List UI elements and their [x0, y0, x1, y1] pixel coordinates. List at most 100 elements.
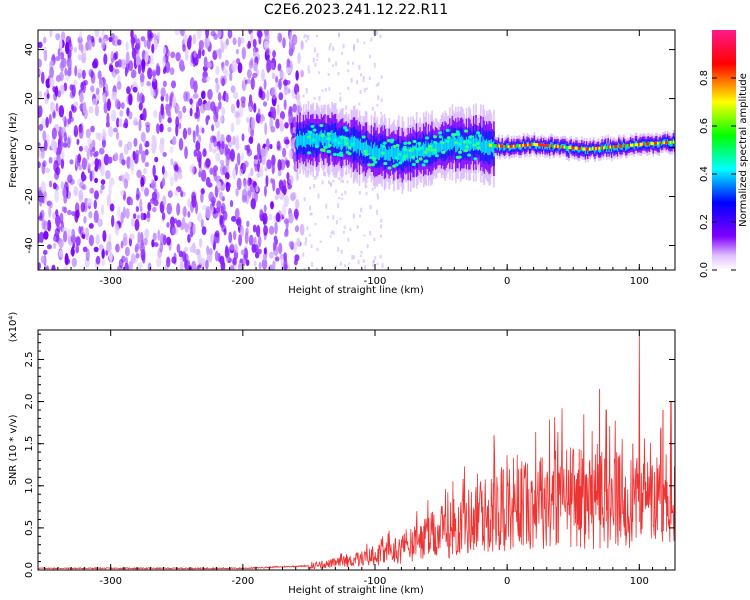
spectral-cell: [76, 154, 81, 167]
spectral-cell: [616, 147, 619, 152]
spectral-peak: [311, 138, 316, 142]
spectral-cell: [362, 77, 365, 83]
spectral-cell: [45, 116, 49, 128]
spectral-cell: [249, 179, 256, 193]
spectral-peak: [617, 144, 620, 148]
spectral-cell: [393, 148, 395, 163]
spectral-cell: [218, 101, 222, 110]
spectral-cell: [313, 183, 316, 189]
spectral-cell: [437, 142, 439, 153]
spectral-cell: [202, 148, 207, 158]
spectral-cell: [288, 149, 293, 159]
spectral-cell: [67, 118, 72, 125]
spectral-cell: [138, 143, 143, 155]
spectral-cell: [196, 30, 202, 40]
spectral-cell: [179, 63, 186, 72]
spectral-cell: [40, 181, 46, 194]
spectral-peak: [642, 142, 645, 146]
spectral-cell: [254, 244, 259, 254]
spectral-peak: [569, 146, 572, 150]
page-title: C2E6.2023.241.12.22.R11: [263, 2, 449, 18]
spectral-cell: [220, 202, 226, 215]
spectral-peak: [507, 145, 510, 149]
spectral-peak: [321, 148, 326, 152]
spectral-cell: [376, 104, 379, 107]
spectral-cell: [352, 62, 355, 65]
spectral-peak: [438, 131, 443, 135]
spectral-cell: [111, 91, 116, 101]
spectral-cell: [263, 40, 270, 49]
spectral-cell: [447, 138, 450, 150]
spectral-cell: [315, 267, 318, 270]
spectral-cell: [328, 57, 331, 63]
spectral-cell: [174, 189, 179, 196]
spectral-cell: [103, 153, 110, 166]
spectral-cell: [94, 30, 100, 38]
spectral-cell: [224, 172, 230, 180]
spectral-cell: [160, 103, 164, 116]
spectral-peak: [653, 141, 656, 145]
spectral-cell: [180, 30, 185, 37]
spectral-cell: [626, 145, 628, 150]
spectral-peak: [319, 123, 324, 128]
spectral-cell: [339, 96, 342, 102]
spectral-peak: [503, 144, 505, 148]
spectral-cell: [274, 194, 279, 201]
spectral-cell: [205, 30, 210, 39]
spectral-cell: [84, 158, 88, 165]
spectral-cell: [164, 60, 171, 74]
spectral-cell: [41, 218, 46, 230]
spectral-cell: [73, 124, 79, 138]
spectral-cell: [307, 65, 310, 68]
spectral-peak: [421, 163, 426, 167]
spectral-cell: [379, 255, 382, 259]
spectral-cell: [346, 180, 349, 184]
spectral-cell: [367, 144, 369, 156]
spectral-cell: [184, 222, 189, 233]
spectral-cell: [47, 219, 52, 232]
spectral-peak: [445, 139, 450, 143]
spectral-cell: [250, 198, 256, 210]
y-tick-label: 0.5: [24, 520, 35, 536]
spectral-peak: [476, 141, 481, 146]
spectral-peak: [435, 154, 440, 158]
spectral-cell: [260, 113, 264, 120]
spectral-cell: [70, 246, 75, 257]
spectral-peak: [457, 142, 462, 146]
spectral-cell: [114, 152, 119, 161]
spectral-cell: [155, 123, 160, 134]
spectral-cell: [106, 112, 110, 126]
spectral-cell: [308, 133, 311, 146]
spectral-cell: [53, 242, 57, 250]
spectral-cell: [604, 143, 607, 148]
spectral-cell: [101, 248, 105, 259]
spectral-cell: [65, 75, 70, 82]
x-tick-label: -200: [231, 276, 254, 287]
spectral-cell: [200, 218, 204, 228]
spectral-cell: [245, 116, 250, 123]
spectral-cell: [85, 128, 91, 139]
spectral-cell: [57, 144, 62, 156]
spectral-peak: [528, 143, 531, 147]
spectral-cell: [40, 71, 45, 84]
spectral-cell: [229, 148, 236, 162]
spectral-cell: [217, 30, 222, 39]
spectral-cell: [232, 37, 237, 46]
spectral-cell: [62, 142, 68, 148]
spectral-cell: [101, 155, 105, 168]
spectral-cell: [38, 41, 43, 49]
spectral-peak: [522, 143, 525, 147]
spectral-cell: [232, 167, 237, 180]
spectral-cell: [139, 92, 144, 105]
spectral-cell: [300, 135, 303, 146]
spectral-cell: [115, 243, 120, 253]
spectral-peak: [552, 144, 555, 148]
spectral-cell: [200, 90, 206, 100]
spectral-peak: [565, 145, 567, 149]
spectral-peak: [526, 143, 529, 147]
spectral-cell: [243, 179, 248, 190]
spectral-cell: [371, 148, 374, 159]
y-axis-label: SNR (10 * v/v): [8, 414, 19, 485]
spectral-cell: [102, 230, 107, 243]
